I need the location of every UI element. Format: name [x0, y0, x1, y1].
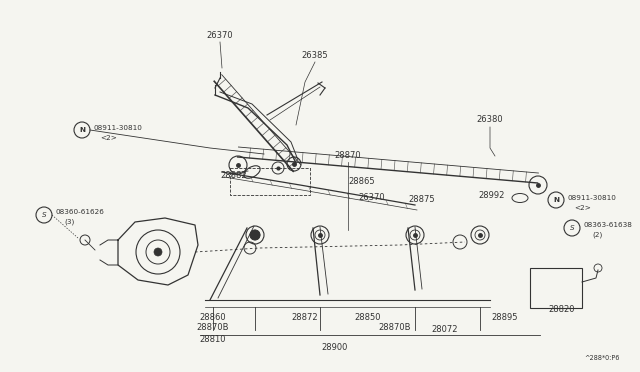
Text: N: N — [553, 197, 559, 203]
Text: 28895: 28895 — [492, 314, 518, 323]
Circle shape — [246, 226, 264, 244]
Text: 26370: 26370 — [358, 193, 385, 202]
Text: 26380: 26380 — [477, 115, 503, 125]
Circle shape — [471, 226, 489, 244]
Text: 08911-30810: 08911-30810 — [568, 195, 617, 201]
Text: 28810: 28810 — [200, 336, 227, 344]
Text: (2): (2) — [592, 232, 602, 238]
Text: 28072: 28072 — [432, 326, 458, 334]
Circle shape — [154, 248, 162, 256]
Text: 28900: 28900 — [322, 343, 348, 353]
Circle shape — [250, 230, 260, 240]
Text: ^288*0:P6: ^288*0:P6 — [584, 355, 620, 361]
Text: 08360-61626: 08360-61626 — [56, 209, 105, 215]
Text: 28882: 28882 — [220, 170, 246, 180]
Circle shape — [311, 226, 329, 244]
Text: 26385: 26385 — [301, 51, 328, 60]
Text: 28865: 28865 — [349, 177, 375, 186]
Text: S: S — [570, 225, 574, 231]
Text: 26370: 26370 — [207, 31, 234, 39]
Bar — [530, 268, 582, 308]
Circle shape — [406, 226, 424, 244]
Text: 28870B: 28870B — [379, 324, 412, 333]
Text: 28875: 28875 — [409, 196, 435, 205]
Text: 28820: 28820 — [548, 305, 575, 314]
Text: 28850: 28850 — [355, 314, 381, 323]
Text: (3): (3) — [64, 219, 74, 225]
Text: 28992: 28992 — [479, 190, 505, 199]
Text: 28872: 28872 — [292, 314, 318, 323]
Text: 08363-61638: 08363-61638 — [584, 222, 633, 228]
Text: 28860: 28860 — [200, 314, 227, 323]
Text: S: S — [42, 212, 46, 218]
Text: <2>: <2> — [100, 135, 117, 141]
Text: 28870: 28870 — [335, 151, 362, 160]
Text: N: N — [79, 127, 85, 133]
Text: 28870B: 28870B — [196, 324, 229, 333]
Text: <2>: <2> — [574, 205, 591, 211]
Text: 08911-30810: 08911-30810 — [94, 125, 143, 131]
